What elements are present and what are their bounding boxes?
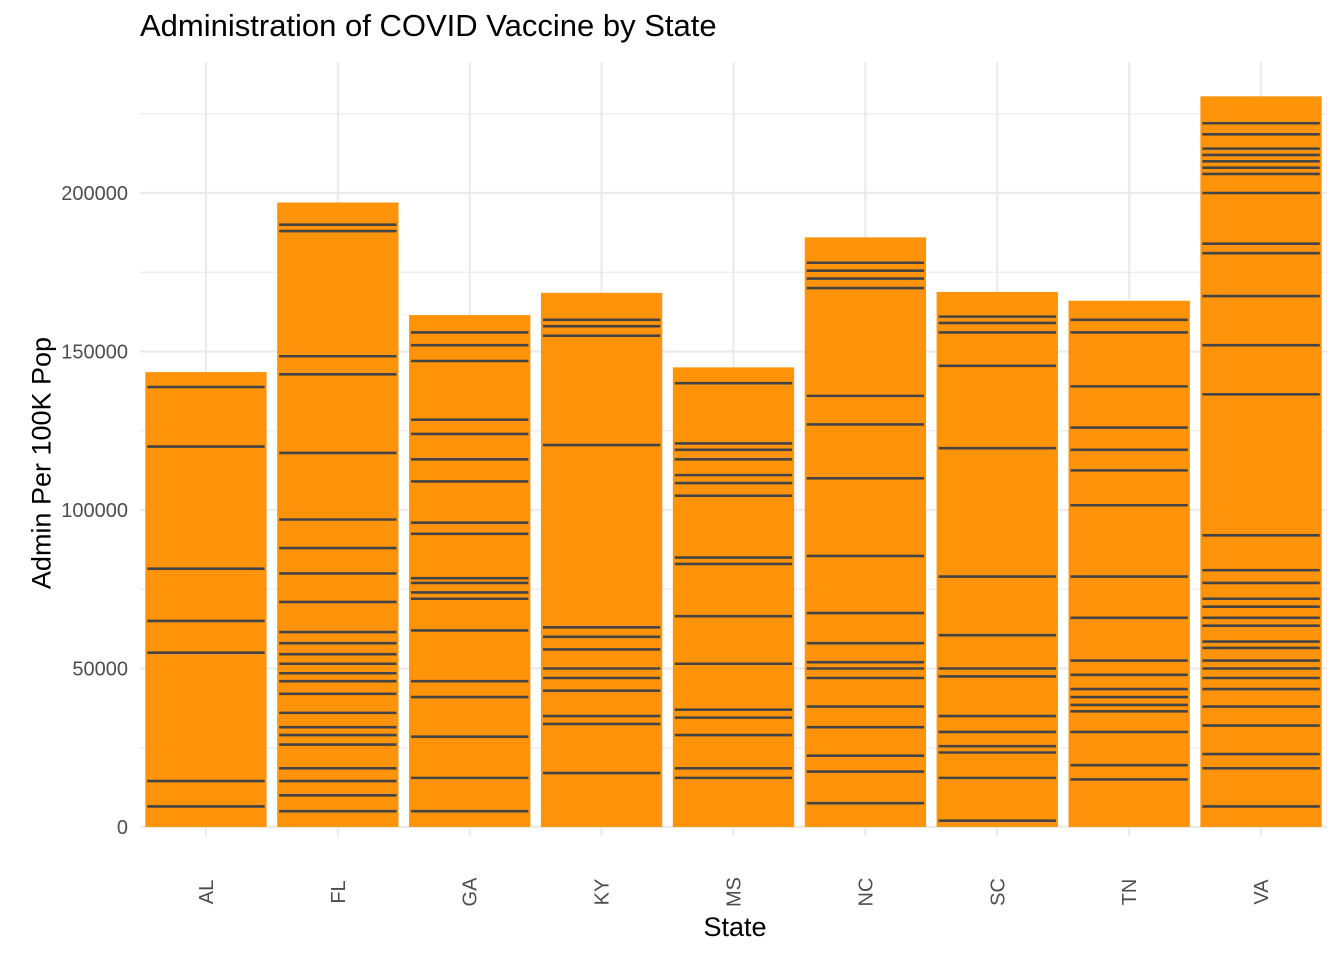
y-tick-label: 0 — [117, 817, 128, 839]
x-tick-label: VA — [1251, 879, 1273, 905]
bar-nc — [804, 237, 927, 827]
bar-al — [145, 372, 267, 827]
x-tick-label: MS — [724, 877, 746, 907]
bar-va — [1200, 96, 1322, 827]
y-tick-label: 200000 — [61, 183, 128, 205]
y-tick-label: 100000 — [61, 500, 128, 522]
x-axis-title: State — [703, 912, 767, 942]
x-tick-label: TN — [1119, 879, 1141, 906]
y-tick-label: 150000 — [61, 342, 128, 364]
y-tick-label: 50000 — [72, 659, 128, 681]
chart-title: Administration of COVID Vaccine by State — [140, 8, 717, 43]
bar-sc — [936, 291, 1058, 827]
x-tick-label: KY — [592, 879, 614, 906]
x-tick-label: SC — [987, 878, 1009, 906]
bar-fl — [277, 202, 399, 827]
bar-ms — [672, 367, 795, 827]
x-tick-label: GA — [460, 877, 482, 907]
bar-ky — [540, 292, 663, 828]
x-tick-label: AL — [196, 880, 218, 904]
bar-tn — [1068, 300, 1190, 827]
bar-ga — [409, 315, 531, 827]
x-tick-label: FL — [328, 880, 350, 903]
y-axis-title: Admin Per 100K Pop — [26, 336, 57, 590]
x-tick-label: NC — [855, 878, 877, 907]
